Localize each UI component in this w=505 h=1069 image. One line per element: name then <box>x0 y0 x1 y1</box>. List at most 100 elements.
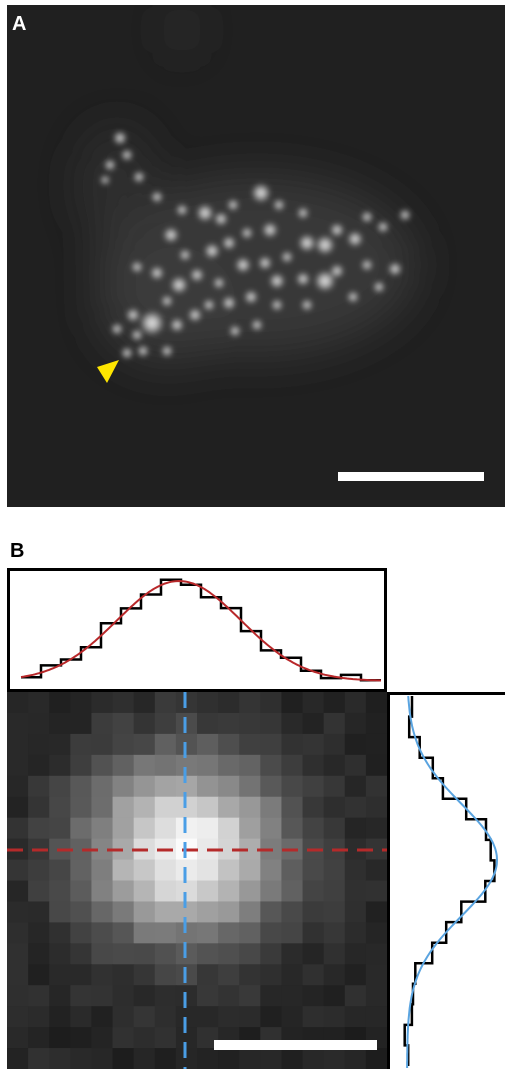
image-pixel <box>112 964 135 986</box>
image-pixel <box>281 1006 304 1028</box>
fluorescent-spot <box>176 204 188 216</box>
image-pixel <box>260 796 283 819</box>
image-pixel <box>154 692 177 714</box>
image-pixel <box>302 901 325 923</box>
image-pixel <box>302 859 325 882</box>
image-pixel <box>323 692 346 714</box>
image-pixel <box>323 796 346 819</box>
image-pixel <box>70 985 93 1007</box>
fluorescent-spot <box>100 175 110 185</box>
image-pixel <box>260 943 283 965</box>
image-pixel <box>7 985 29 1007</box>
fluorescent-spot <box>179 249 191 261</box>
image-pixel <box>154 733 177 756</box>
image-pixel <box>175 796 198 819</box>
image-pixel <box>323 943 346 965</box>
image-pixel <box>91 817 114 840</box>
image-pixel <box>239 985 261 1007</box>
fluorescent-spot <box>203 299 215 311</box>
fluorescent-spot <box>170 276 188 294</box>
fluorescent-spot <box>271 299 283 311</box>
image-pixel <box>7 880 29 903</box>
image-pixel <box>218 922 240 944</box>
image-pixel <box>112 1048 135 1069</box>
image-pixel <box>175 901 198 923</box>
image-pixel <box>344 859 367 882</box>
image-pixel <box>175 712 198 735</box>
image-pixel <box>7 754 29 777</box>
image-pixel <box>197 796 219 819</box>
image-pixel <box>28 922 50 944</box>
image-pixel <box>197 754 219 777</box>
fluorescent-spot <box>170 318 184 332</box>
fluorescent-spot <box>251 183 271 203</box>
fluorescent-spot <box>258 256 272 270</box>
fluorescent-spot <box>301 299 313 311</box>
image-pixel <box>239 1048 261 1069</box>
image-pixel <box>218 1048 240 1069</box>
image-pixel <box>197 1027 219 1049</box>
vertical-profile-fit-curve <box>406 695 499 1068</box>
image-pixel <box>365 1048 387 1069</box>
image-pixel <box>260 964 283 986</box>
image-pixel <box>70 943 93 965</box>
image-pixel <box>197 901 219 923</box>
image-pixel <box>302 964 325 986</box>
image-pixel <box>197 922 219 944</box>
image-pixel <box>7 1006 29 1028</box>
image-pixel <box>175 985 198 1007</box>
fluorescent-spot <box>262 222 278 238</box>
image-pixel <box>302 985 325 1007</box>
image-pixel <box>112 817 135 840</box>
image-pixel <box>218 880 240 903</box>
scale-bar-a <box>338 472 484 481</box>
image-pixel <box>133 817 156 840</box>
image-pixel <box>154 943 177 965</box>
image-pixel <box>218 754 240 777</box>
image-pixel <box>239 796 261 819</box>
image-pixel <box>49 859 71 882</box>
image-pixel <box>112 901 135 923</box>
image-pixel <box>7 796 29 819</box>
profile-right-frame <box>387 692 505 1069</box>
image-pixel <box>218 901 240 923</box>
image-pixel <box>49 1006 71 1028</box>
fluorescent-spot <box>377 221 389 233</box>
image-pixel <box>28 754 50 777</box>
image-pixel <box>239 943 261 965</box>
panel-b-spot-closeup <box>7 692 387 1069</box>
image-pixel <box>91 712 114 735</box>
image-pixel <box>175 964 198 986</box>
image-pixel <box>112 985 135 1007</box>
image-pixel <box>175 922 198 944</box>
image-pixel <box>302 922 325 944</box>
image-pixel <box>260 775 283 798</box>
image-pixel <box>365 817 387 840</box>
image-pixel <box>197 859 219 882</box>
image-pixel <box>281 859 304 882</box>
image-pixel <box>239 838 261 861</box>
image-pixel <box>197 817 219 840</box>
image-pixel <box>91 838 114 861</box>
image-pixel <box>218 985 240 1007</box>
image-pixel <box>197 712 219 735</box>
image-pixel <box>91 754 114 777</box>
image-pixel <box>91 922 114 944</box>
image-pixel <box>49 733 71 756</box>
image-pixel <box>281 712 304 735</box>
image-pixel <box>218 817 240 840</box>
horizontal-profile-histogram <box>21 578 381 682</box>
image-pixel <box>112 733 135 756</box>
image-pixel <box>133 964 156 986</box>
image-pixel <box>91 943 114 965</box>
image-pixel <box>323 880 346 903</box>
fluorescent-spot <box>227 199 239 211</box>
fluorescent-spot <box>131 261 143 273</box>
image-pixel <box>281 817 304 840</box>
fluorescent-spot <box>244 290 258 304</box>
image-pixel <box>133 796 156 819</box>
fluorescent-spot <box>121 149 133 161</box>
image-pixel <box>70 901 93 923</box>
image-pixel <box>154 1048 177 1069</box>
image-pixel <box>28 1048 50 1069</box>
